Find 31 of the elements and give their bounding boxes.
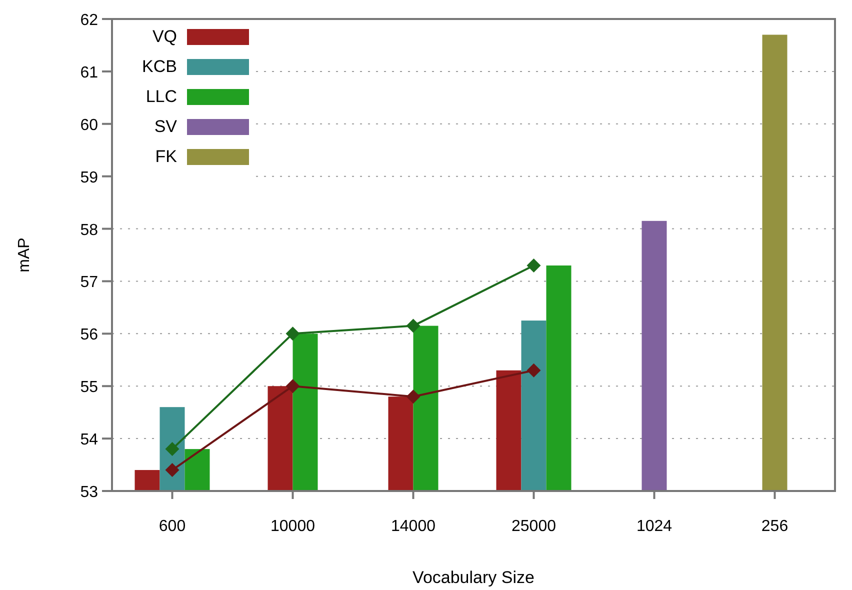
legend-label: LLC <box>146 87 177 106</box>
point <box>526 258 541 272</box>
y-tick-label: 54 <box>80 432 98 449</box>
y-tick-label: 59 <box>80 169 98 186</box>
y-tick-label: 61 <box>80 64 98 82</box>
point <box>406 390 420 404</box>
y-tick-label: 57 <box>80 274 98 292</box>
point <box>286 326 300 341</box>
x-tick-label: 25000 <box>512 518 556 535</box>
x-tick-label: 1024 <box>636 518 672 535</box>
x-tick-label: 600 <box>158 518 186 535</box>
point <box>286 379 300 394</box>
legend-label: KCB <box>142 57 177 76</box>
x-axis-title: Vocabulary Size <box>412 568 534 587</box>
point <box>526 363 541 378</box>
point <box>406 318 420 333</box>
point <box>165 442 180 456</box>
y-tick-label: 56 <box>80 326 98 344</box>
legend-label: SV <box>154 117 178 136</box>
x-tick-label: 14000 <box>391 518 436 535</box>
x-tick-label: 256 <box>761 518 788 535</box>
y-tick-label: 55 <box>80 379 98 396</box>
y-tick-label: 62 <box>80 12 98 29</box>
y-tick-label: 60 <box>80 116 98 134</box>
legend-label: VQ <box>152 27 177 46</box>
x-tick-label: 10000 <box>270 518 316 535</box>
y-axis-title: mAP <box>16 238 33 272</box>
y-tick-label: 58 <box>80 222 98 239</box>
point <box>165 463 180 478</box>
legend-label: FK <box>155 147 178 166</box>
y-tick-label: 53 <box>80 484 98 501</box>
